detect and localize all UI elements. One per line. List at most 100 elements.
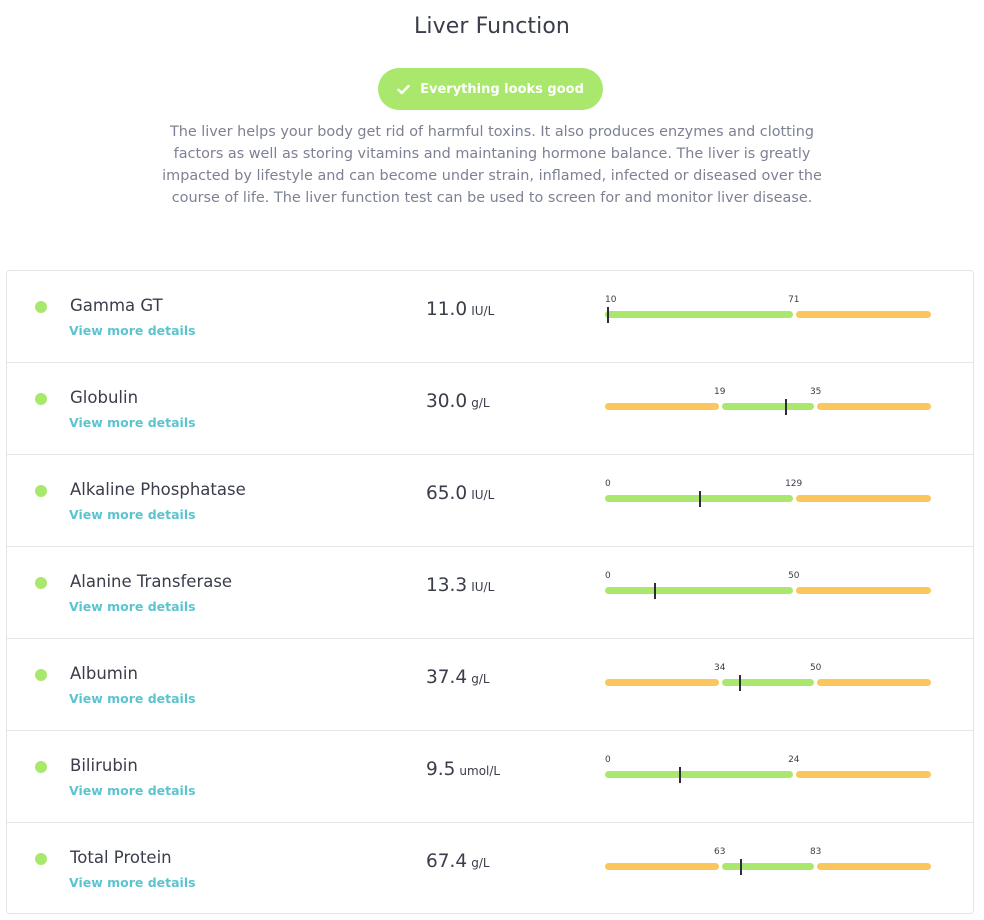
check-icon xyxy=(397,84,410,95)
biomarker-name: Alanine Transferase xyxy=(70,572,233,591)
in-range-segment xyxy=(605,495,793,502)
range-high-label: 83 xyxy=(809,847,822,857)
biomarker-value: 11.0 IU/L xyxy=(426,299,494,320)
range-high-label: 50 xyxy=(809,663,822,673)
biomarker-row: Alkaline Phosphatase View more details 6… xyxy=(7,455,973,547)
biomarker-value: 67.4 g/L xyxy=(426,851,490,872)
value-number: 65.0 xyxy=(426,483,468,504)
status-dot xyxy=(35,301,47,313)
range-gauge: 19 35 xyxy=(605,387,931,421)
biomarker-row: Total Protein View more details 67.4 g/L … xyxy=(7,823,973,913)
value-unit: IU/L xyxy=(471,580,495,594)
status-dot xyxy=(35,393,47,405)
above-range-segment xyxy=(817,863,931,870)
range-low-label: 10 xyxy=(605,295,617,305)
biomarker-value: 9.5 umol/L xyxy=(426,759,500,780)
biomarker-row: Globulin View more details 30.0 g/L 19 35 xyxy=(7,363,973,455)
status-dot xyxy=(35,485,47,497)
biomarker-name: Bilirubin xyxy=(70,756,138,775)
biomarker-value: 37.4 g/L xyxy=(426,667,490,688)
above-range-segment xyxy=(795,311,931,318)
status-dot xyxy=(35,761,47,773)
range-gauge: 0 129 xyxy=(605,479,931,513)
biomarker-row: Albumin View more details 37.4 g/L 34 50 xyxy=(7,639,973,731)
range-low-label: 19 xyxy=(714,387,726,397)
status-badge: Everything looks good xyxy=(378,68,603,110)
page-title: Liver Function xyxy=(414,14,570,39)
status-label: Everything looks good xyxy=(420,81,584,97)
view-details-link[interactable]: View more details xyxy=(69,599,196,614)
value-marker xyxy=(654,583,657,599)
biomarker-row: Bilirubin View more details 9.5 umol/L 0 2… xyxy=(7,731,973,823)
below-range-segment xyxy=(605,403,719,410)
in-range-segment xyxy=(605,311,793,318)
value-number: 30.0 xyxy=(426,391,468,412)
range-gauge: 63 83 xyxy=(605,847,931,881)
biomarker-value: 65.0 IU/L xyxy=(426,483,494,504)
in-range-segment xyxy=(605,587,793,594)
value-unit: g/L xyxy=(471,856,490,870)
above-range-segment xyxy=(795,587,931,594)
range-high-label: 35 xyxy=(809,387,822,397)
value-marker xyxy=(678,767,681,783)
range-low-label: 0 xyxy=(605,755,611,765)
biomarker-name: Alkaline Phosphatase xyxy=(70,480,246,499)
range-gauge: 34 50 xyxy=(605,663,931,697)
view-details-link[interactable]: View more details xyxy=(69,507,196,522)
range-low-label: 0 xyxy=(605,479,611,489)
status-dot xyxy=(35,577,47,589)
below-range-segment xyxy=(605,679,719,686)
value-unit: IU/L xyxy=(471,304,495,318)
biomarker-name: Total Protein xyxy=(70,848,172,867)
range-high-label: 71 xyxy=(788,295,800,305)
view-details-link[interactable]: View more details xyxy=(69,875,196,890)
above-range-segment xyxy=(795,495,931,502)
status-dot xyxy=(35,853,47,865)
value-unit: g/L xyxy=(471,396,490,410)
value-unit: g/L xyxy=(471,672,490,686)
value-marker xyxy=(740,859,743,875)
in-range-segment xyxy=(721,403,815,410)
value-marker xyxy=(784,399,787,415)
value-marker xyxy=(739,675,742,691)
view-details-link[interactable]: View more details xyxy=(69,783,196,798)
view-details-link[interactable]: View more details xyxy=(69,415,196,430)
above-range-segment xyxy=(817,679,931,686)
range-gauge: 10 71 xyxy=(605,295,931,329)
view-details-link[interactable]: View more details xyxy=(69,691,196,706)
range-high-label: 129 xyxy=(785,479,803,489)
value-number: 11.0 xyxy=(426,299,468,320)
value-number: 67.4 xyxy=(426,851,468,872)
biomarker-value: 13.3 IU/L xyxy=(426,575,494,596)
above-range-segment xyxy=(817,403,931,410)
range-gauge: 0 24 xyxy=(605,755,931,789)
range-gauge: 0 50 xyxy=(605,571,931,605)
above-range-segment xyxy=(795,771,931,778)
in-range-segment xyxy=(721,679,815,686)
range-low-label: 34 xyxy=(714,663,726,673)
range-low-label: 0 xyxy=(605,571,611,581)
biomarker-row: Alanine Transferase View more details 13… xyxy=(7,547,973,639)
value-marker xyxy=(699,491,702,507)
value-number: 37.4 xyxy=(426,667,468,688)
range-high-label: 50 xyxy=(788,571,800,581)
value-marker xyxy=(607,307,610,323)
status-dot xyxy=(35,669,47,681)
biomarker-name: Gamma GT xyxy=(70,296,163,315)
value-unit: IU/L xyxy=(471,488,495,502)
range-low-label: 63 xyxy=(714,847,726,857)
biomarker-value: 30.0 g/L xyxy=(426,391,490,412)
in-range-segment xyxy=(605,771,793,778)
view-details-link[interactable]: View more details xyxy=(69,323,196,338)
below-range-segment xyxy=(605,863,719,870)
biomarker-row: Gamma GT View more details 11.0 IU/L 10 71 xyxy=(7,271,973,363)
biomarker-name: Globulin xyxy=(70,388,139,407)
range-high-label: 24 xyxy=(788,755,800,765)
biomarker-list: Gamma GT View more details 11.0 IU/L 10 71… xyxy=(6,270,974,914)
description: The liver helps your body get rid of har… xyxy=(162,124,822,206)
value-number: 13.3 xyxy=(426,575,468,596)
value-number: 9.5 xyxy=(426,759,456,780)
biomarker-name: Albumin xyxy=(70,664,138,683)
value-unit: umol/L xyxy=(459,764,501,778)
in-range-segment xyxy=(721,863,815,870)
